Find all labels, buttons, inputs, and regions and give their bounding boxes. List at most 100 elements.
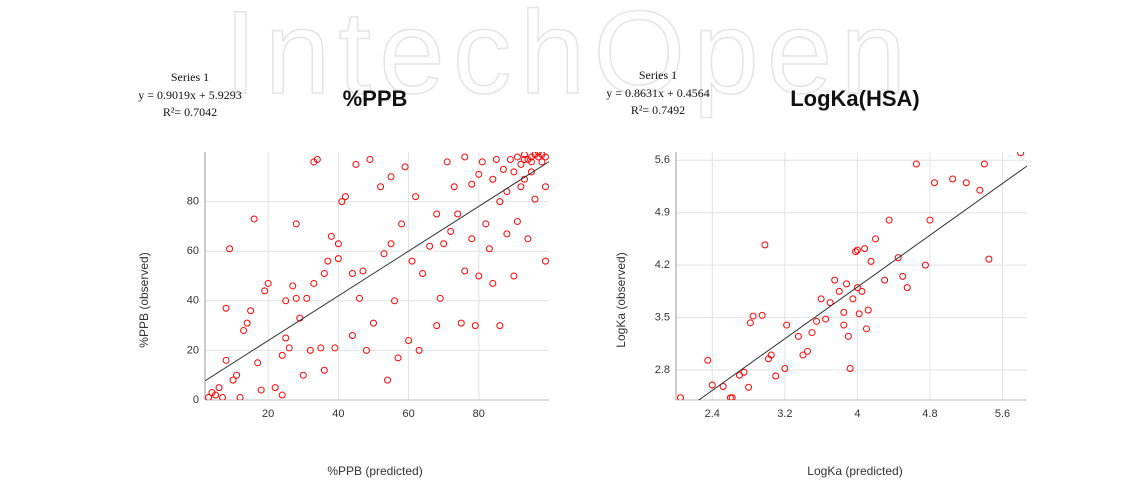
point: [985, 255, 993, 263]
point: [219, 394, 227, 400]
x-tick-label: 5.6: [995, 408, 1010, 420]
equation: y = 0.9019x + 5.9293: [138, 88, 242, 102]
y-tick-label: 60: [187, 245, 199, 257]
point: [415, 346, 423, 354]
point: [921, 261, 929, 269]
point: [843, 280, 851, 288]
point: [289, 282, 297, 290]
point: [334, 255, 342, 263]
x-tick-label: 4: [854, 408, 860, 420]
x-tick-label: 80: [473, 408, 485, 420]
point: [461, 153, 469, 161]
point: [849, 295, 857, 303]
point: [398, 220, 406, 228]
equation: y = 0.8631x + 0.4564: [606, 86, 710, 100]
point: [531, 195, 539, 203]
point: [292, 294, 300, 302]
point: [247, 307, 255, 315]
point: [513, 153, 521, 161]
y-axis-label: %PPB (observed): [137, 252, 151, 347]
point: [254, 359, 262, 367]
point: [212, 391, 220, 399]
point: [369, 319, 377, 327]
point: [443, 158, 451, 166]
point: [534, 152, 542, 156]
point: [541, 153, 549, 161]
point: [962, 179, 970, 187]
point: [226, 245, 234, 253]
point: [362, 346, 370, 354]
point: [804, 347, 812, 355]
point: [341, 193, 349, 201]
point: [278, 351, 286, 359]
point: [240, 327, 248, 335]
point: [872, 235, 880, 243]
point: [855, 310, 863, 318]
point: [282, 297, 290, 305]
x-axis-label: LogKa (predicted): [807, 464, 902, 478]
point: [930, 179, 938, 187]
point: [440, 240, 448, 248]
point: [813, 317, 821, 325]
point: [749, 312, 757, 320]
point: [496, 198, 504, 206]
trendline: [697, 165, 1027, 400]
point: [320, 270, 328, 278]
point: [468, 180, 476, 188]
point: [853, 246, 861, 254]
watermark: IntechOpen: [224, 0, 914, 119]
r-squared: R²= 0.7042: [163, 105, 217, 119]
point: [861, 245, 869, 253]
point: [454, 210, 462, 218]
point: [236, 394, 244, 400]
point: [844, 332, 852, 340]
point: [310, 279, 318, 287]
point: [846, 365, 854, 373]
point: [817, 295, 825, 303]
x-axis-label: %PPB (predicted): [327, 464, 422, 478]
point: [436, 294, 444, 302]
point: [758, 311, 766, 319]
point: [278, 391, 286, 399]
point: [894, 254, 902, 262]
point: [366, 155, 374, 163]
point: [233, 371, 241, 379]
point: [677, 394, 685, 400]
chart-title: %PPB: [343, 86, 408, 111]
point: [306, 346, 314, 354]
point: [450, 183, 458, 191]
point: [761, 241, 769, 249]
point: [510, 168, 518, 176]
point: [520, 152, 528, 158]
point: [980, 160, 988, 168]
point: [348, 332, 356, 340]
point: [261, 287, 269, 295]
point: [864, 306, 872, 314]
point: [285, 344, 293, 352]
point: [499, 165, 507, 173]
point: [885, 216, 893, 224]
point: [271, 384, 279, 392]
point: [426, 242, 434, 250]
point: [926, 216, 934, 224]
point: [520, 155, 528, 163]
point: [377, 183, 385, 191]
y-tick-label: 4.2: [655, 259, 670, 271]
point: [468, 235, 476, 243]
x-tick-label: 4.8: [922, 408, 937, 420]
point: [489, 175, 497, 183]
point: [794, 332, 802, 340]
point: [485, 245, 493, 253]
point: [772, 372, 780, 380]
point: [401, 163, 409, 171]
x-tick-label: 40: [332, 408, 344, 420]
point: [299, 371, 307, 379]
point: [215, 384, 223, 392]
point: [419, 270, 427, 278]
point: [949, 175, 957, 183]
point: [867, 257, 875, 265]
point: [912, 160, 920, 168]
point: [903, 284, 911, 292]
point: [835, 287, 843, 295]
